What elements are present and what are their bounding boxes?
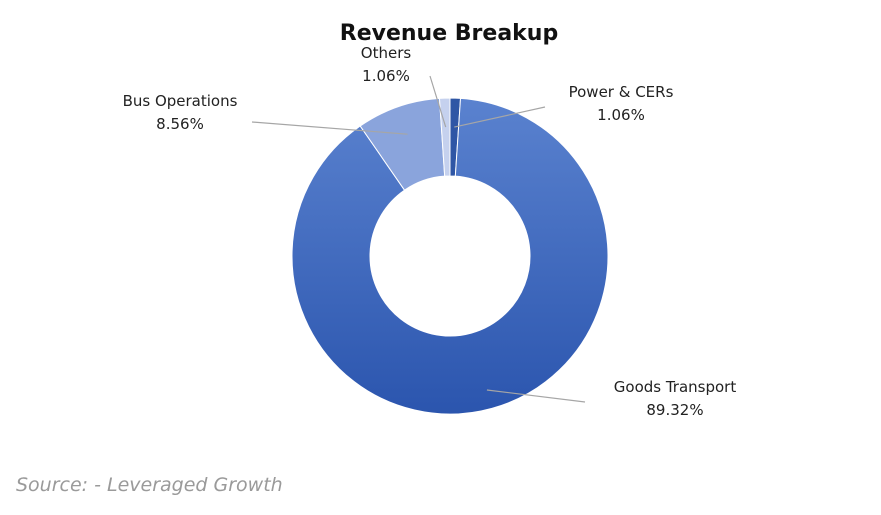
slice-label-bus-operations: Bus Operations	[123, 92, 238, 110]
slices-group	[291, 97, 609, 415]
slice-others	[438, 97, 451, 177]
slice-label-others: Others	[361, 44, 412, 62]
leader-lines-group	[251, 75, 586, 403]
leader-line-goods-transport	[486, 389, 586, 403]
labels-group: Power & CERs 1.06% Goods Transport 89.32% Bu…	[123, 44, 737, 419]
slice-value-goods-transport: 89.32%	[646, 401, 703, 419]
leader-line-power-cers	[454, 106, 546, 128]
leader-line-others	[429, 75, 447, 128]
slice-label-power-cers: Power & CERs	[569, 83, 674, 101]
source-note: Source: - Leveraged Growth	[16, 474, 283, 496]
slice-value-power-cers: 1.06%	[597, 106, 645, 124]
leader-line-bus-operations	[251, 121, 408, 135]
chart-title: Revenue Breakup	[340, 21, 558, 46]
slice-value-bus-operations: 8.56%	[156, 115, 204, 133]
slice-label-goods-transport: Goods Transport	[614, 378, 737, 396]
slice-goods-transport	[291, 97, 609, 415]
slice-value-others: 1.06%	[362, 67, 410, 85]
